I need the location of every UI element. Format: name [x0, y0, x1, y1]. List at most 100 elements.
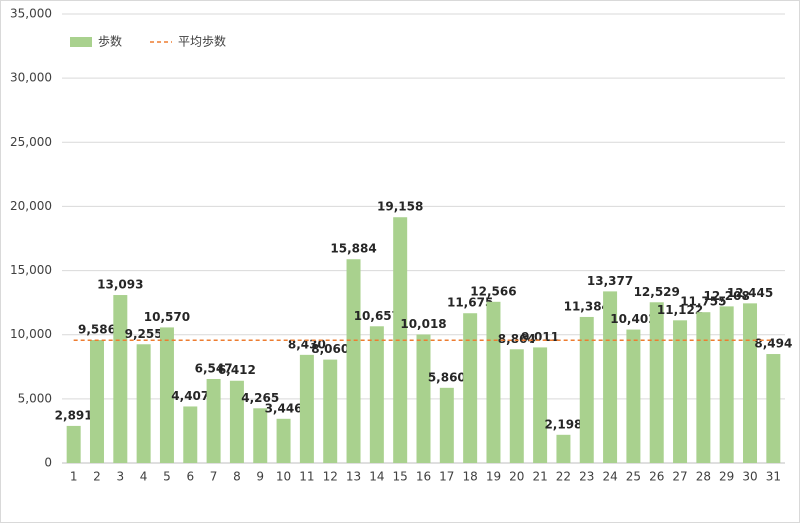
x-tick-label: 28 [696, 470, 711, 484]
x-tick-label: 31 [766, 470, 781, 484]
value-label: 12,208 [704, 289, 750, 303]
y-tick-label: 20,000 [10, 199, 52, 213]
x-tick-label: 14 [369, 470, 384, 484]
y-tick-label: 35,000 [10, 7, 52, 21]
x-tick-label: 17 [439, 470, 454, 484]
value-label: 4,407 [171, 389, 209, 403]
bar [719, 306, 734, 463]
value-label: 6,412 [218, 363, 256, 377]
value-label: 12,529 [634, 285, 680, 299]
bar [603, 291, 618, 463]
value-label: 8,430 [288, 337, 326, 351]
value-label: 8,864 [498, 332, 536, 346]
x-tick-label: 27 [672, 470, 687, 484]
x-tick-label: 21 [532, 470, 547, 484]
x-tick-label: 25 [626, 470, 641, 484]
bar [346, 259, 361, 463]
bar [556, 434, 571, 463]
bar [509, 349, 524, 463]
bar [136, 344, 151, 463]
legend-label: 平均歩数 [178, 34, 226, 49]
x-tick-label: 26 [649, 470, 664, 484]
x-tick-label: 22 [556, 470, 571, 484]
x-tick-label: 9 [256, 470, 264, 484]
bar [113, 295, 128, 463]
value-label: 4,265 [241, 391, 279, 405]
bar [533, 347, 548, 463]
y-tick-label: 0 [44, 456, 52, 470]
x-tick-label: 1 [70, 470, 78, 484]
value-label: 15,884 [330, 242, 376, 256]
bar [159, 327, 174, 463]
value-label: 12,566 [470, 284, 516, 298]
x-tick-label: 4 [140, 470, 148, 484]
x-tick-label: 6 [186, 470, 194, 484]
value-label: 11,755 [680, 295, 726, 309]
x-tick-label: 30 [742, 470, 757, 484]
x-tick-label: 3 [116, 470, 124, 484]
value-label: 13,093 [97, 278, 143, 292]
x-tick-label: 11 [299, 470, 314, 484]
bar [66, 425, 81, 463]
x-tick-label: 20 [509, 470, 524, 484]
legend-swatch [70, 37, 92, 47]
value-label: 10,402 [610, 312, 656, 326]
bar [463, 313, 478, 463]
x-tick-label: 24 [602, 470, 617, 484]
x-tick-label: 8 [233, 470, 241, 484]
x-tick-label: 10 [276, 470, 291, 484]
bar [253, 408, 268, 463]
x-tick-label: 15 [393, 470, 408, 484]
bar [439, 387, 454, 463]
value-label: 2,891 [55, 408, 93, 422]
bar [673, 320, 688, 463]
value-label: 10,018 [400, 317, 446, 331]
y-tick-label: 10,000 [10, 327, 52, 341]
value-label: 9,255 [125, 327, 163, 341]
x-tick-label: 19 [486, 470, 501, 484]
bar [743, 303, 758, 463]
bar [766, 354, 781, 463]
x-tick-label: 5 [163, 470, 171, 484]
value-label: 9,586 [78, 323, 116, 337]
legend-label: 歩数 [98, 34, 122, 49]
x-tick-label: 16 [416, 470, 431, 484]
bar [649, 302, 664, 463]
bar [369, 326, 384, 463]
x-tick-label: 18 [463, 470, 478, 484]
x-tick-label: 2 [93, 470, 101, 484]
value-label: 11,675 [447, 296, 493, 310]
value-label: 9,011 [521, 330, 559, 344]
y-tick-label: 30,000 [10, 71, 52, 85]
y-tick-label: 5,000 [18, 391, 52, 405]
bar [696, 312, 711, 463]
bar [299, 354, 314, 463]
bar [89, 340, 104, 463]
value-label: 8,494 [754, 337, 792, 351]
bar [486, 301, 501, 463]
value-label: 12,445 [727, 286, 773, 300]
bar [393, 217, 408, 463]
bar [276, 418, 291, 463]
x-tick-label: 29 [719, 470, 734, 484]
value-label: 3,446 [265, 401, 303, 415]
value-label: 6,547 [195, 362, 233, 376]
y-tick-label: 15,000 [10, 263, 52, 277]
bar [416, 334, 431, 463]
bar [323, 359, 338, 463]
x-tick-label: 7 [210, 470, 218, 484]
value-label: 5,860 [428, 370, 466, 384]
value-label: 2,198 [544, 417, 582, 431]
value-label: 11,122 [657, 303, 703, 317]
x-tick-label: 13 [346, 470, 361, 484]
bar [206, 379, 221, 463]
value-label: 10,570 [144, 310, 190, 324]
value-label: 13,377 [587, 274, 633, 288]
bar [229, 380, 244, 463]
value-label: 19,158 [377, 200, 423, 214]
bar [626, 329, 641, 463]
bar [579, 316, 594, 463]
value-label: 11,384 [564, 299, 610, 313]
y-tick-label: 25,000 [10, 135, 52, 149]
